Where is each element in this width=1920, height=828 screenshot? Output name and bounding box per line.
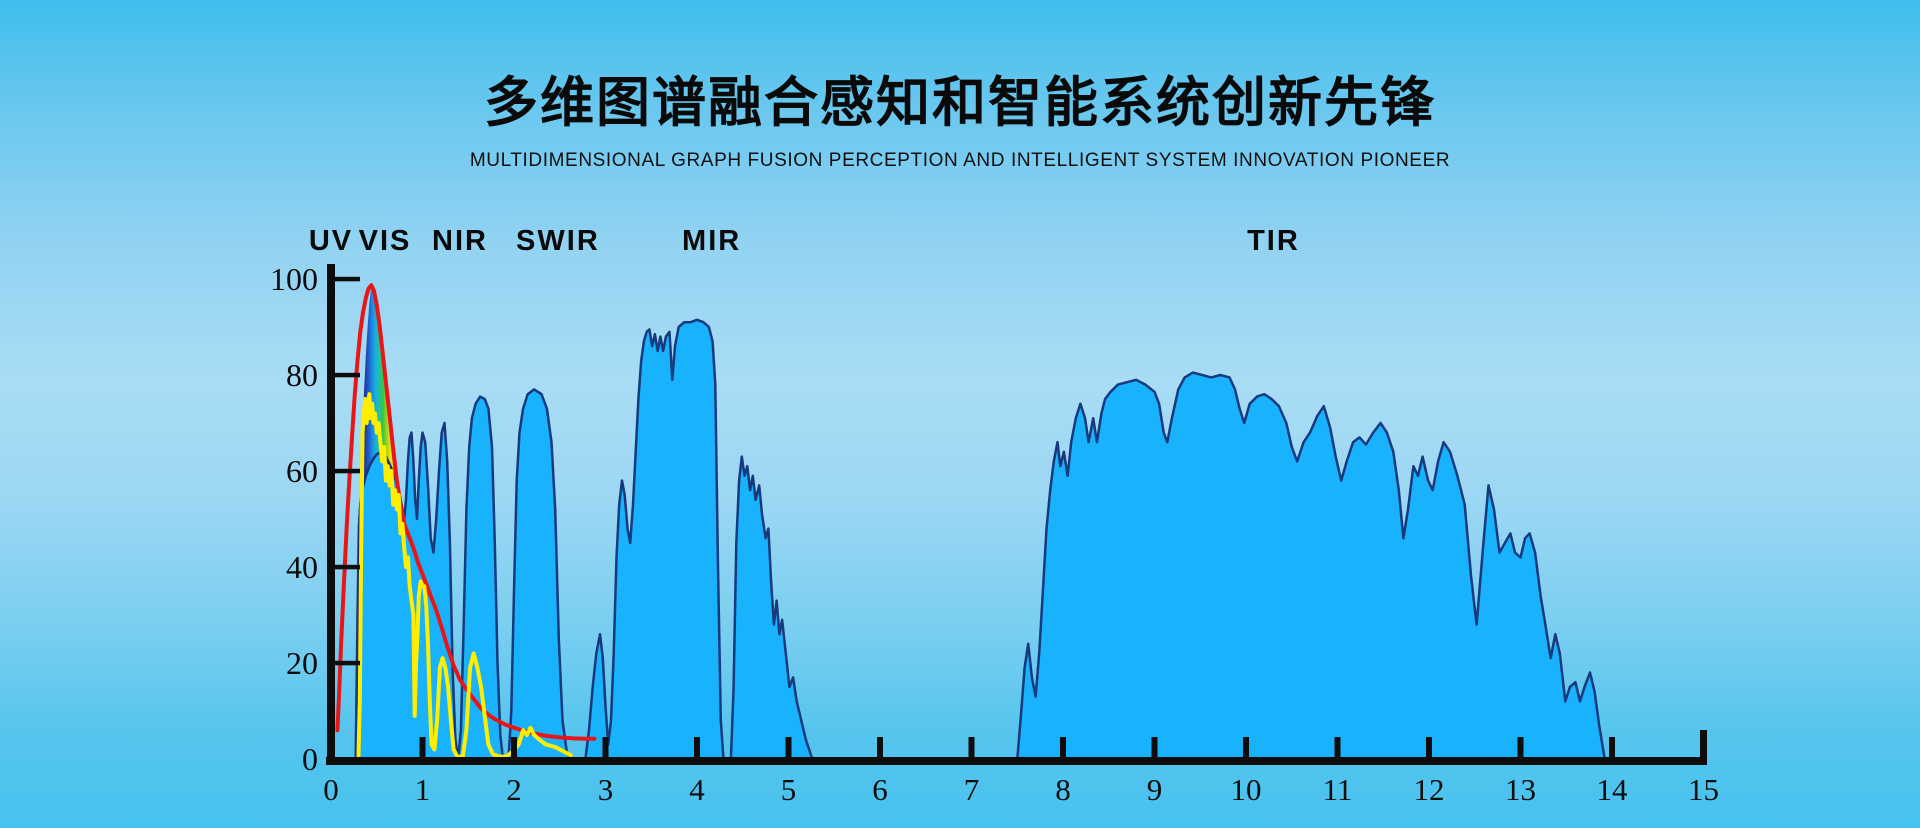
y-axis-tick [330, 660, 360, 666]
band-label-tir: TIR [1247, 225, 1300, 257]
x-tick-label: 15 [1688, 772, 1719, 807]
y-tick-label: 40 [286, 549, 318, 585]
x-axis-tick [511, 737, 517, 759]
x-axis-tick [1243, 737, 1249, 759]
y-axis-tick [330, 372, 360, 378]
x-tick-label: 9 [1147, 772, 1163, 807]
x-axis-tick [1060, 737, 1066, 759]
x-tick-label: 8 [1055, 772, 1071, 807]
x-tick-label: 0 [323, 772, 339, 807]
y-tick-label: 60 [286, 453, 318, 489]
x-tick-label: 14 [1597, 772, 1629, 807]
x-axis-tick [968, 737, 975, 759]
x-tick-label: 7 [964, 772, 980, 807]
x-axis-tick [1151, 737, 1158, 759]
page-title: 多维图谱融合感知和智能系统创新先锋 [484, 73, 1436, 133]
x-tick-label: 2 [506, 772, 522, 807]
blackbody-curve [335, 283, 597, 741]
x-tick-label: 5 [781, 772, 797, 807]
band-label-swir: SWIR [516, 225, 600, 257]
x-axis-tick [1334, 737, 1341, 759]
solar-curve [356, 392, 573, 761]
band-label-vis: VIS [359, 225, 412, 257]
x-axis-tick [419, 737, 426, 759]
transmission-area [355, 319, 1613, 759]
band-label-nir: NIR [432, 225, 488, 257]
x-axis-tick [602, 737, 609, 759]
y-tick-label: 20 [286, 645, 318, 681]
y-axis-tick [330, 276, 360, 282]
y-tick-label: 80 [286, 357, 318, 393]
y-tick-label: 100 [270, 261, 318, 297]
x-axis-tick [694, 737, 700, 759]
y-tick-label: 0 [302, 741, 318, 777]
y-axis-tick [330, 564, 360, 570]
x-tick-label: 12 [1414, 772, 1445, 807]
x-axis-tick [1609, 737, 1615, 759]
x-tick-label: 11 [1323, 772, 1353, 807]
y-axis [327, 264, 335, 765]
x-tick-label: 1 [415, 772, 431, 807]
band-label-uv: UV [309, 225, 353, 257]
page-subtitle: MULTIDIMENSIONAL GRAPH FUSION PERCEPTION… [469, 150, 1451, 171]
x-axis-tick [1517, 737, 1524, 759]
band-label-mir: MIR [682, 225, 741, 257]
x-tick-label: 4 [689, 772, 705, 807]
x-axis-end-tick [1700, 730, 1707, 759]
x-tick-label: 10 [1231, 772, 1262, 807]
x-axis-tick [785, 737, 792, 759]
y-axis-tick [330, 468, 360, 474]
x-axis [326, 757, 1707, 765]
x-tick-label: 13 [1505, 772, 1536, 807]
x-tick-label: 3 [598, 772, 614, 807]
x-axis-tick [1426, 737, 1432, 759]
x-tick-label: 6 [872, 772, 888, 807]
transmission-outline [354, 318, 1612, 761]
x-axis-tick [877, 737, 883, 759]
